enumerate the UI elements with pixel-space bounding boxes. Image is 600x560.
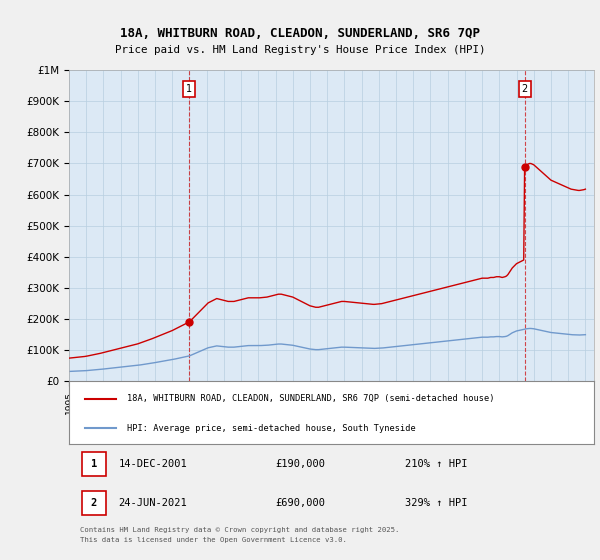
FancyBboxPatch shape: [82, 452, 106, 477]
Text: 1: 1: [185, 83, 191, 94]
Text: £690,000: £690,000: [275, 498, 325, 508]
Text: Contains HM Land Registry data © Crown copyright and database right 2025.
This d: Contains HM Land Registry data © Crown c…: [79, 528, 399, 543]
Text: 14-DEC-2001: 14-DEC-2001: [119, 459, 187, 469]
Text: 210% ↑ HPI: 210% ↑ HPI: [405, 459, 468, 469]
FancyBboxPatch shape: [82, 491, 106, 515]
Text: 2: 2: [91, 498, 97, 508]
Text: 1: 1: [91, 459, 97, 469]
Text: Price paid vs. HM Land Registry's House Price Index (HPI): Price paid vs. HM Land Registry's House …: [115, 45, 485, 55]
Text: 18A, WHITBURN ROAD, CLEADON, SUNDERLAND, SR6 7QP (semi-detached house): 18A, WHITBURN ROAD, CLEADON, SUNDERLAND,…: [127, 394, 494, 403]
Text: 18A, WHITBURN ROAD, CLEADON, SUNDERLAND, SR6 7QP: 18A, WHITBURN ROAD, CLEADON, SUNDERLAND,…: [120, 27, 480, 40]
Text: 329% ↑ HPI: 329% ↑ HPI: [405, 498, 468, 508]
Text: 2: 2: [521, 83, 528, 94]
Text: HPI: Average price, semi-detached house, South Tyneside: HPI: Average price, semi-detached house,…: [127, 423, 415, 433]
Text: 24-JUN-2021: 24-JUN-2021: [119, 498, 187, 508]
Text: £190,000: £190,000: [275, 459, 325, 469]
